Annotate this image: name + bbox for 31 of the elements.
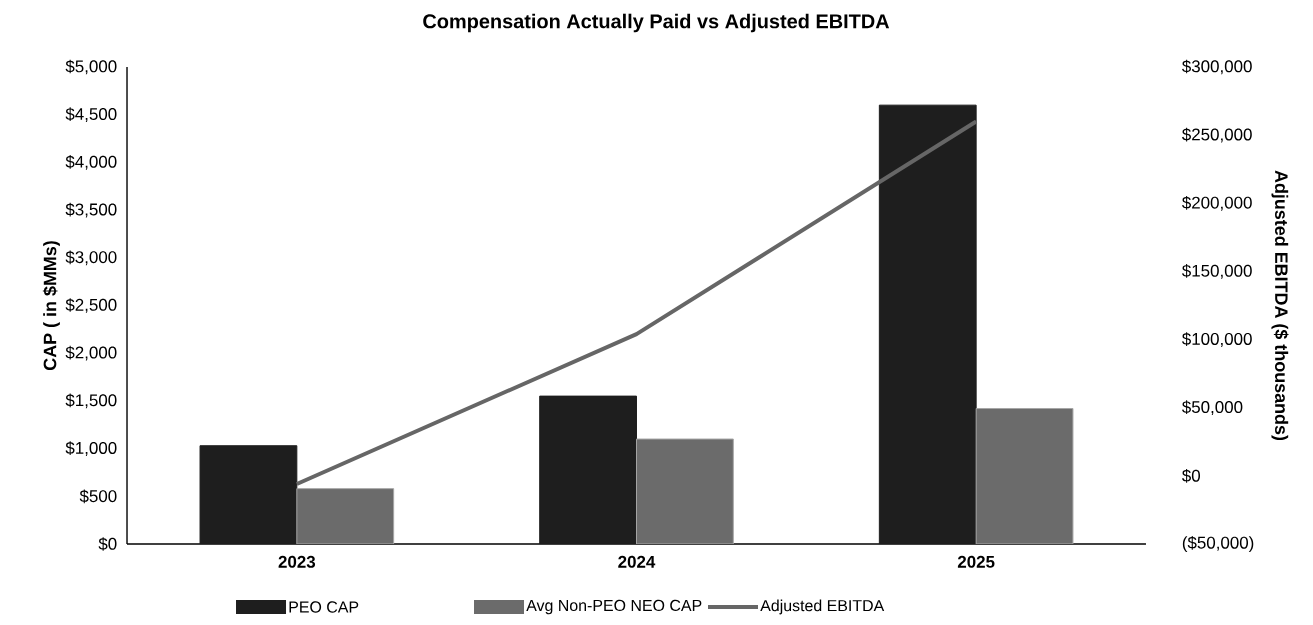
y-tick-label: $1,000 [65,441,117,456]
legend-label: Adjusted EBITDA [760,599,885,615]
y2-tick-label: ($50,000) [1182,535,1254,552]
y-tick-label: $4,500 [65,107,117,123]
x-tick-label: 2025 [957,555,995,568]
y2-tick-label: $300,000 [1182,59,1252,75]
y-tick-label: $3,000 [65,250,117,266]
y-tick-label: $2,000 [65,345,117,361]
y-tick-label: $5,000 [65,59,117,75]
y2-tick-label: $0 [1182,468,1201,483]
bar [975,408,1074,544]
y-tick-label: $3,500 [65,202,117,218]
x-tick-label: 2024 [618,555,656,568]
y-tick-label: $4,000 [65,155,117,170]
y2-tick-label: $250,000 [1182,127,1252,143]
bar [296,488,395,544]
x-tick-label: 2023 [278,555,316,568]
y-tick-label: $1,500 [65,393,117,409]
y2-tick-label: $200,000 [1182,195,1252,211]
y2-tick-label: $50,000 [1182,400,1243,416]
y-axis-title: CAP ( in $MMs) [42,241,60,371]
y-tick-label: $0 [98,537,117,551]
legend-label: Avg Non-PEO NEO CAP [526,599,702,615]
chart-title: Compensation Actually Paid vs Adjusted EBITDA [423,13,890,33]
legend-label: PEO CAP [289,601,359,613]
y2-tick-label: $100,000 [1182,332,1252,347]
y-tick-label: $500 [79,489,117,504]
y-tick-label: $2,500 [65,298,117,313]
y2-axis-title: Adjusted EBITDA ($ thousands) [1271,170,1289,441]
bar [636,438,734,544]
y2-tick-label: $150,000 [1182,264,1252,279]
